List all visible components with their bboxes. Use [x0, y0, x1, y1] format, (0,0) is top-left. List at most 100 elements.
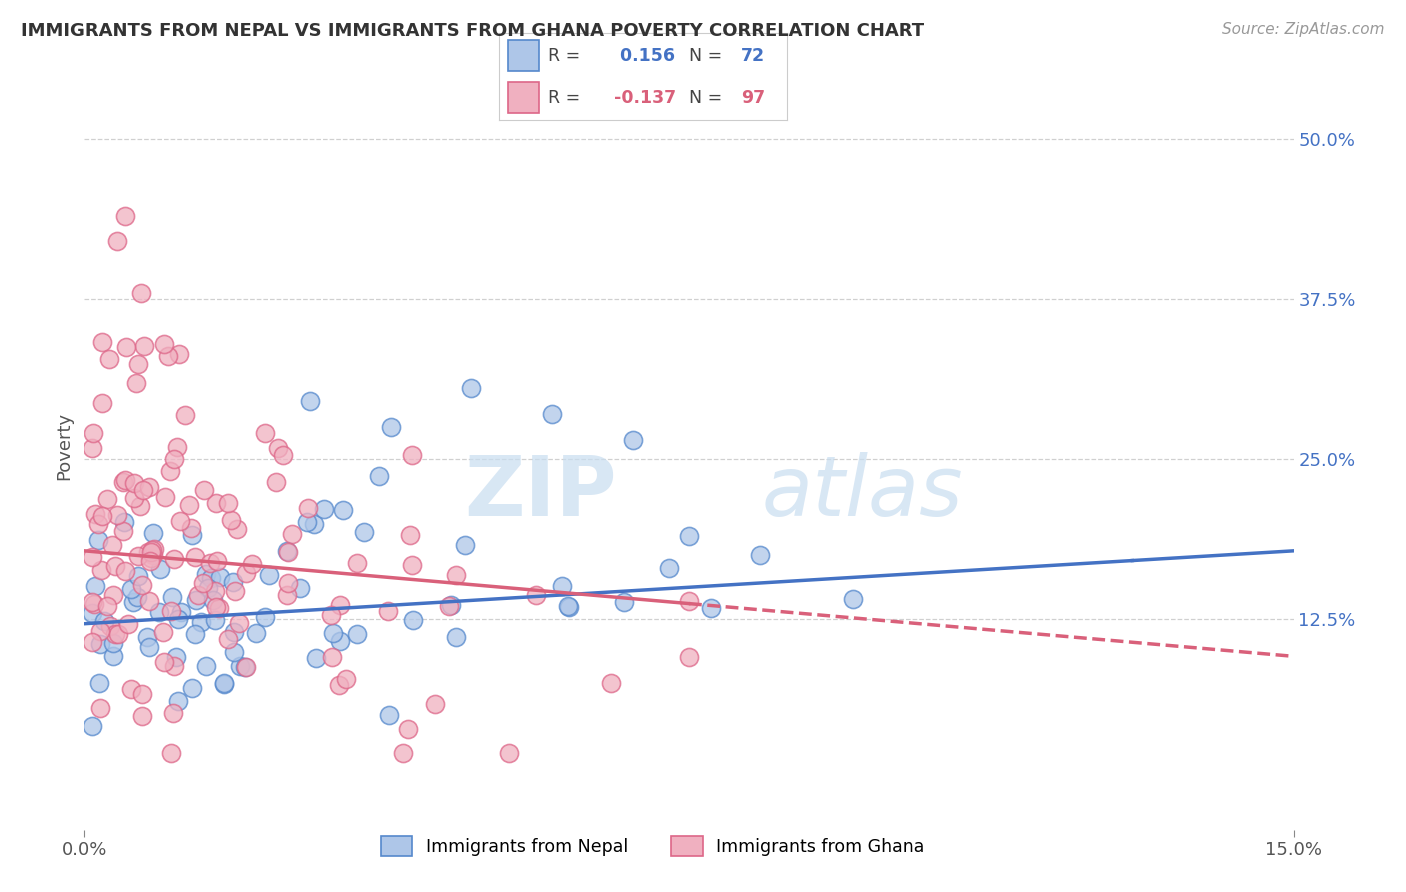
Point	[89, 701, 111, 715]
Point	[101, 538, 124, 552]
Point	[329, 634, 352, 648]
Point	[240, 558, 263, 572]
Point	[89, 676, 111, 690]
Text: IMMIGRANTS FROM NEPAL VS IMMIGRANTS FROM GHANA POVERTY CORRELATION CHART: IMMIGRANTS FROM NEPAL VS IMMIGRANTS FROM…	[21, 22, 924, 40]
Point	[621, 433, 644, 447]
Point	[141, 550, 163, 565]
Text: Source: ZipAtlas.com: Source: ZipAtlas.com	[1222, 22, 1385, 37]
Point	[107, 627, 129, 641]
Point	[658, 560, 681, 574]
Point	[276, 588, 298, 602]
Point	[91, 396, 114, 410]
Point	[162, 552, 184, 566]
Point	[217, 632, 239, 646]
Point	[128, 499, 150, 513]
Point	[127, 357, 149, 371]
Point	[541, 407, 564, 421]
Point	[524, 588, 547, 602]
Point	[87, 517, 110, 532]
Point	[204, 613, 226, 627]
Point	[131, 687, 153, 701]
Point	[225, 522, 247, 536]
Point	[346, 556, 368, 570]
Point	[259, 568, 281, 582]
Point	[184, 550, 207, 565]
Point	[217, 496, 239, 510]
Point	[314, 501, 336, 516]
Point	[132, 339, 155, 353]
Point	[328, 677, 350, 691]
Point	[332, 503, 354, 517]
Point	[82, 634, 104, 648]
Point	[105, 235, 128, 249]
Point	[297, 500, 319, 515]
Point	[169, 347, 191, 361]
Point	[180, 521, 202, 535]
Point	[166, 440, 188, 454]
Point	[321, 649, 343, 664]
Point	[460, 382, 482, 396]
Point	[277, 545, 299, 559]
Point	[96, 599, 118, 614]
Point	[98, 619, 121, 633]
Point	[132, 483, 155, 497]
Text: N =: N =	[678, 46, 727, 65]
Point	[498, 746, 520, 760]
Y-axis label: Poverty: Poverty	[55, 412, 73, 480]
Point	[281, 527, 304, 541]
Point	[209, 569, 232, 583]
Point	[267, 442, 290, 456]
Point	[207, 600, 229, 615]
Point	[101, 636, 124, 650]
Point	[131, 577, 153, 591]
Point	[700, 601, 723, 615]
Point	[329, 598, 352, 612]
Point	[181, 681, 204, 695]
Point	[142, 526, 165, 541]
Point	[163, 452, 186, 467]
Point	[214, 677, 236, 691]
Point	[103, 588, 125, 602]
Point	[392, 746, 415, 760]
Point	[143, 542, 166, 557]
Point	[82, 441, 104, 455]
Point	[103, 558, 125, 573]
FancyBboxPatch shape	[508, 40, 540, 71]
Point	[557, 599, 579, 614]
Point	[212, 676, 235, 690]
Point	[302, 516, 325, 531]
Point	[124, 376, 146, 391]
Point	[167, 612, 190, 626]
Point	[224, 645, 246, 659]
Point	[157, 349, 180, 363]
Point	[127, 568, 149, 582]
Point	[235, 566, 257, 580]
Point	[82, 595, 104, 609]
Text: R =: R =	[548, 46, 586, 65]
Point	[222, 624, 245, 639]
Text: atlas: atlas	[762, 451, 963, 533]
Point	[160, 604, 183, 618]
Point	[104, 627, 127, 641]
Point	[91, 508, 114, 523]
Point	[453, 538, 475, 552]
Text: 0.156: 0.156	[614, 46, 675, 65]
Text: ZIP: ZIP	[464, 451, 616, 533]
Point	[138, 480, 160, 494]
Point	[204, 496, 226, 510]
Point	[277, 576, 299, 591]
Point	[377, 604, 399, 618]
Point	[82, 550, 104, 565]
Point	[122, 475, 145, 490]
Point	[319, 608, 342, 623]
Point	[91, 335, 114, 350]
Point	[444, 630, 467, 644]
Point	[138, 640, 160, 654]
Point	[114, 341, 136, 355]
Point	[346, 626, 368, 640]
Point	[122, 491, 145, 505]
Point	[162, 706, 184, 720]
Point	[557, 599, 579, 613]
Point	[600, 675, 623, 690]
Point	[423, 698, 446, 712]
